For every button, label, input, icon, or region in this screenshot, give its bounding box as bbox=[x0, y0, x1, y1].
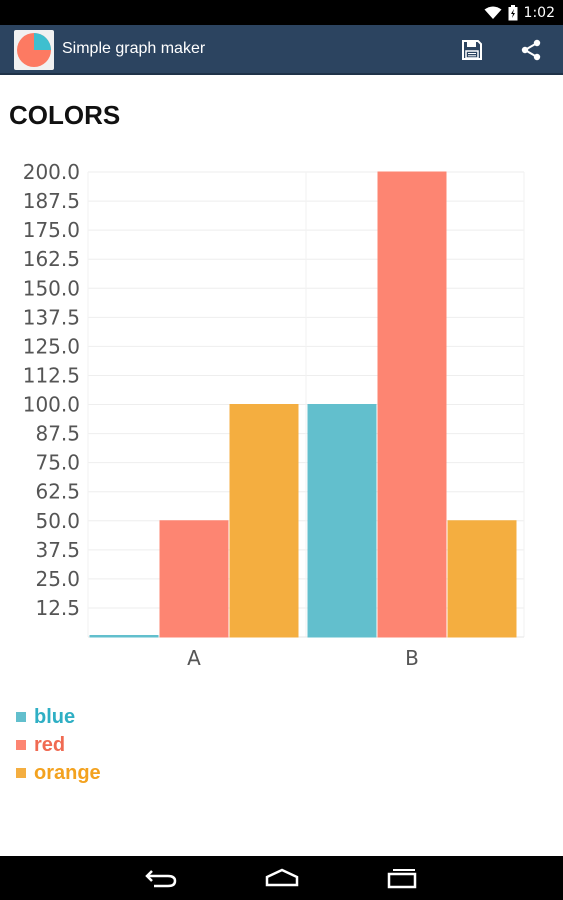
legend-item-orange: orange bbox=[16, 759, 101, 787]
y-tick-label: 75.0 bbox=[35, 451, 80, 475]
app-title: Simple graph maker bbox=[62, 40, 206, 57]
wifi-icon bbox=[484, 6, 502, 19]
y-tick-label: 100.0 bbox=[23, 393, 80, 417]
y-tick-label: 37.5 bbox=[35, 538, 80, 562]
status-icons: 1:02 bbox=[484, 3, 555, 22]
y-tick-label: 162.5 bbox=[23, 247, 80, 271]
y-tick-label: 112.5 bbox=[23, 363, 80, 387]
y-tick-label: 12.5 bbox=[35, 596, 80, 620]
x-tick-label-A: A bbox=[187, 646, 201, 670]
x-tick-label-B: B bbox=[405, 646, 419, 670]
legend-item-red: red bbox=[16, 731, 101, 759]
recent-apps-button[interactable] bbox=[382, 864, 422, 892]
y-tick-label: 25.0 bbox=[35, 567, 80, 591]
bar-blue-A[interactable] bbox=[89, 635, 159, 638]
battery-icon bbox=[508, 4, 518, 20]
y-tick-label: 87.5 bbox=[35, 422, 80, 446]
status-time: 1:02 bbox=[523, 4, 555, 21]
chart-legend: blue red orange bbox=[16, 703, 101, 787]
bar-blue-B[interactable] bbox=[307, 404, 377, 638]
recent-apps-icon bbox=[387, 869, 417, 889]
home-icon bbox=[265, 868, 299, 887]
save-icon bbox=[462, 40, 482, 60]
back-icon bbox=[145, 870, 177, 888]
app-logo[interactable] bbox=[14, 30, 54, 70]
legend-label-blue: blue bbox=[34, 705, 76, 728]
y-tick-label: 125.0 bbox=[23, 334, 80, 358]
bar-orange-B[interactable] bbox=[447, 520, 517, 638]
chart-title: COLORS bbox=[9, 100, 121, 130]
y-tick-label: 175.0 bbox=[23, 218, 80, 242]
legend-swatch-orange bbox=[16, 768, 26, 778]
share-button[interactable] bbox=[517, 36, 545, 64]
y-tick-label: 150.0 bbox=[23, 276, 80, 300]
status-bar: 1:02 bbox=[0, 0, 563, 25]
y-tick-label: 200.0 bbox=[23, 160, 80, 184]
legend-swatch-red bbox=[16, 740, 26, 750]
bar-red-A[interactable] bbox=[159, 520, 229, 638]
home-button[interactable] bbox=[262, 864, 302, 892]
pie-chart-icon bbox=[17, 33, 51, 67]
y-tick-label: 62.5 bbox=[35, 480, 80, 504]
navigation-bar bbox=[0, 856, 563, 900]
save-button[interactable] bbox=[458, 36, 486, 64]
share-icon bbox=[521, 39, 541, 61]
bar-red-B[interactable] bbox=[377, 171, 447, 638]
legend-item-blue: blue bbox=[16, 703, 101, 731]
bar-chart: 12.5 25.0 37.5 50.0 62.5 75.0 87.5 100.0 112.5 12… bbox=[23, 160, 525, 670]
grid-lines bbox=[87, 171, 525, 637]
y-tick-label: 50.0 bbox=[35, 509, 80, 533]
legend-label-red: red bbox=[34, 733, 66, 756]
action-bar: Simple graph maker bbox=[0, 25, 563, 75]
legend-swatch-blue bbox=[16, 712, 26, 722]
legend-label-orange: orange bbox=[34, 761, 101, 784]
back-button[interactable] bbox=[141, 864, 181, 892]
y-tick-label: 137.5 bbox=[23, 305, 80, 329]
bar-orange-A[interactable] bbox=[229, 404, 299, 638]
y-tick-label: 187.5 bbox=[23, 189, 80, 213]
